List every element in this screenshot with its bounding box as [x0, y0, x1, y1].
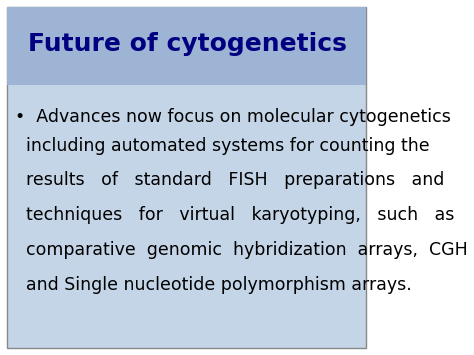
Text: including automated systems for counting the: including automated systems for counting…	[26, 137, 430, 155]
Text: •  Advances now focus on molecular cytogenetics: • Advances now focus on molecular cytoge…	[15, 108, 451, 126]
FancyBboxPatch shape	[8, 7, 366, 85]
Text: Future of cytogenetics: Future of cytogenetics	[27, 32, 346, 56]
Text: techniques   for   virtual   karyotyping,   such   as: techniques for virtual karyotyping, such…	[26, 206, 455, 224]
Text: results   of   standard   FISH   preparations   and: results of standard FISH preparations an…	[26, 171, 445, 190]
FancyBboxPatch shape	[8, 7, 366, 348]
Text: and Single nucleotide polymorphism arrays.: and Single nucleotide polymorphism array…	[26, 276, 412, 294]
Text: comparative  genomic  hybridization  arrays,  CGH: comparative genomic hybridization arrays…	[26, 241, 468, 259]
